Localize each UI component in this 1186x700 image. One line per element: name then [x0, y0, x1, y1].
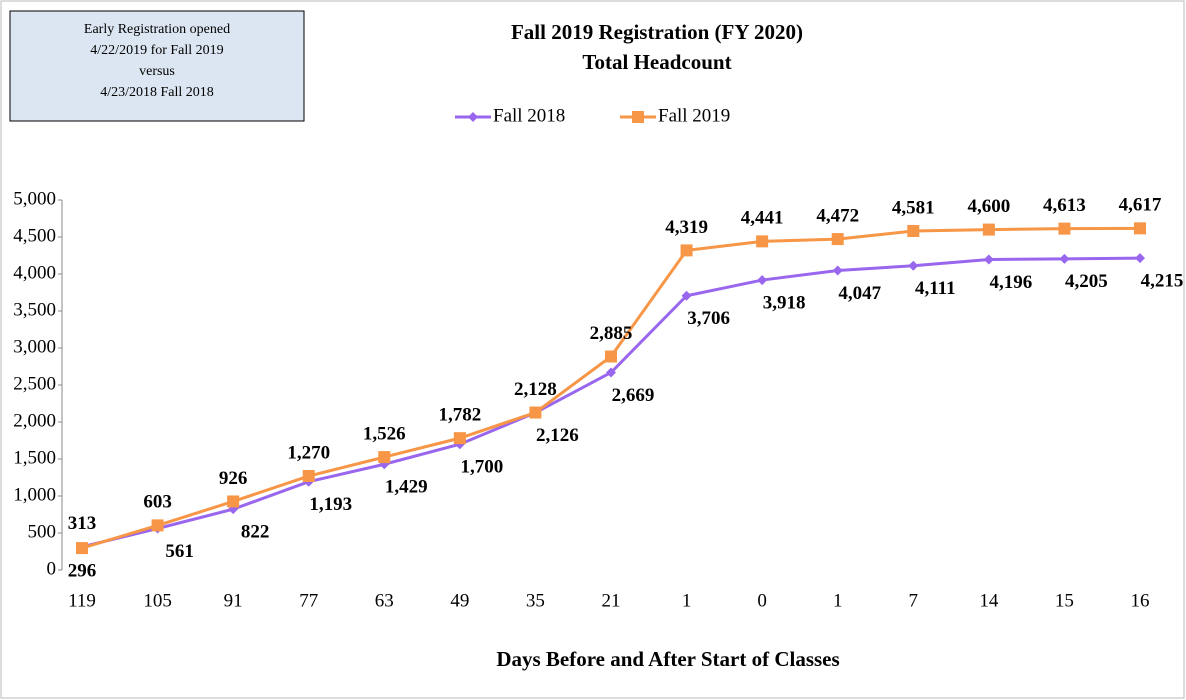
legend-marker — [468, 112, 478, 122]
data-label: 4,319 — [665, 217, 708, 238]
point-marker — [831, 233, 844, 246]
point-marker — [1059, 253, 1070, 264]
data-label: 4,613 — [1043, 195, 1086, 216]
x-tick-label: 35 — [526, 590, 545, 611]
point-marker — [1134, 222, 1146, 235]
data-label: 1,700 — [460, 457, 503, 478]
annotation-box — [9, 10, 305, 122]
x-tick-label: 49 — [450, 590, 469, 611]
point-marker — [681, 290, 692, 301]
data-label: 4,441 — [741, 208, 784, 229]
y-tick-label: 4,500 — [13, 225, 56, 246]
data-label: 3,706 — [687, 308, 730, 329]
data-label: 3,918 — [763, 292, 806, 313]
y-tick-label: 2,500 — [13, 373, 56, 394]
annotation-line: Early Registration opened — [84, 22, 230, 37]
point-marker — [378, 451, 391, 464]
data-label: 561 — [165, 541, 194, 562]
x-tick-label: 91 — [224, 590, 243, 611]
point-marker — [757, 275, 768, 286]
data-label: 2,885 — [590, 323, 633, 344]
data-label: 822 — [241, 522, 270, 543]
x-tick-label: 7 — [909, 590, 919, 611]
point-marker — [605, 350, 617, 363]
x-tick-label: 1 — [833, 590, 843, 611]
data-label: 2,128 — [514, 379, 557, 400]
y-tick-label: 3,000 — [13, 336, 56, 357]
point-marker — [302, 470, 315, 483]
point-marker — [983, 254, 994, 265]
data-label: 4,205 — [1065, 271, 1108, 292]
point-marker — [982, 223, 995, 236]
point-marker — [453, 432, 466, 445]
x-tick-label: 14 — [979, 590, 999, 611]
point-marker — [908, 260, 919, 271]
data-label: 4,600 — [967, 196, 1010, 217]
x-tick-label: 77 — [299, 590, 318, 611]
data-label: 4,047 — [838, 283, 881, 304]
y-tick-label: 0 — [47, 558, 57, 579]
annotation-line: versus — [139, 64, 175, 79]
data-label: 603 — [143, 492, 172, 513]
data-label: 4,215 — [1141, 270, 1184, 291]
legend-label: Fall 2019 — [658, 105, 730, 126]
y-tick-label: 1,000 — [13, 484, 56, 505]
x-tick-label: 105 — [143, 590, 172, 611]
data-label: 926 — [219, 468, 248, 489]
data-label: 296 — [68, 560, 97, 581]
data-label: 1,193 — [309, 494, 352, 515]
data-label: 4,581 — [892, 197, 935, 218]
point-marker — [907, 225, 920, 238]
y-tick-label: 2,000 — [13, 410, 56, 431]
data-label: 4,472 — [816, 205, 859, 226]
legend-label: Fall 2018 — [493, 105, 565, 126]
x-tick-label: 0 — [757, 590, 767, 611]
annotation-line: 4/23/2018 Fall 2018 — [100, 85, 214, 100]
point-marker — [1135, 253, 1145, 264]
data-label: 1,429 — [385, 477, 428, 498]
chart-subtitle: Total Headcount — [582, 50, 731, 74]
point-marker — [529, 406, 542, 419]
point-marker — [756, 235, 769, 248]
chart-title: Fall 2019 Registration (FY 2020) — [511, 20, 803, 44]
x-tick-label: 15 — [1055, 590, 1074, 611]
data-label: 2,126 — [536, 425, 579, 446]
data-label: 313 — [68, 513, 97, 534]
annotation-line: 4/22/2019 for Fall 2019 — [90, 43, 223, 58]
point-marker — [606, 367, 616, 378]
data-label: 4,111 — [915, 278, 956, 299]
legend-marker — [632, 111, 644, 123]
x-tick-label: 119 — [68, 590, 96, 611]
point-marker — [832, 265, 843, 276]
x-tick-label: 21 — [602, 590, 621, 611]
data-label: 4,196 — [989, 272, 1032, 293]
data-label: 1,270 — [287, 442, 330, 463]
x-tick-label: 1 — [682, 590, 692, 611]
y-tick-label: 3,500 — [13, 299, 56, 320]
point-marker — [227, 495, 240, 508]
data-label: 2,669 — [612, 385, 655, 406]
data-label: 1,526 — [363, 423, 406, 444]
data-label: 1,782 — [438, 404, 481, 425]
point-marker — [1058, 222, 1071, 235]
y-tick-label: 1,500 — [13, 447, 56, 468]
y-tick-label: 500 — [28, 521, 57, 542]
x-tick-label: 16 — [1131, 590, 1150, 611]
data-label: 4,617 — [1119, 195, 1162, 216]
point-marker — [76, 542, 88, 555]
x-tick-label: 63 — [375, 590, 394, 611]
y-tick-label: 5,000 — [13, 188, 56, 209]
x-axis-title: Days Before and After Start of Classes — [496, 647, 839, 671]
point-marker — [151, 519, 164, 532]
y-tick-label: 4,000 — [13, 262, 56, 283]
point-marker — [680, 244, 693, 257]
